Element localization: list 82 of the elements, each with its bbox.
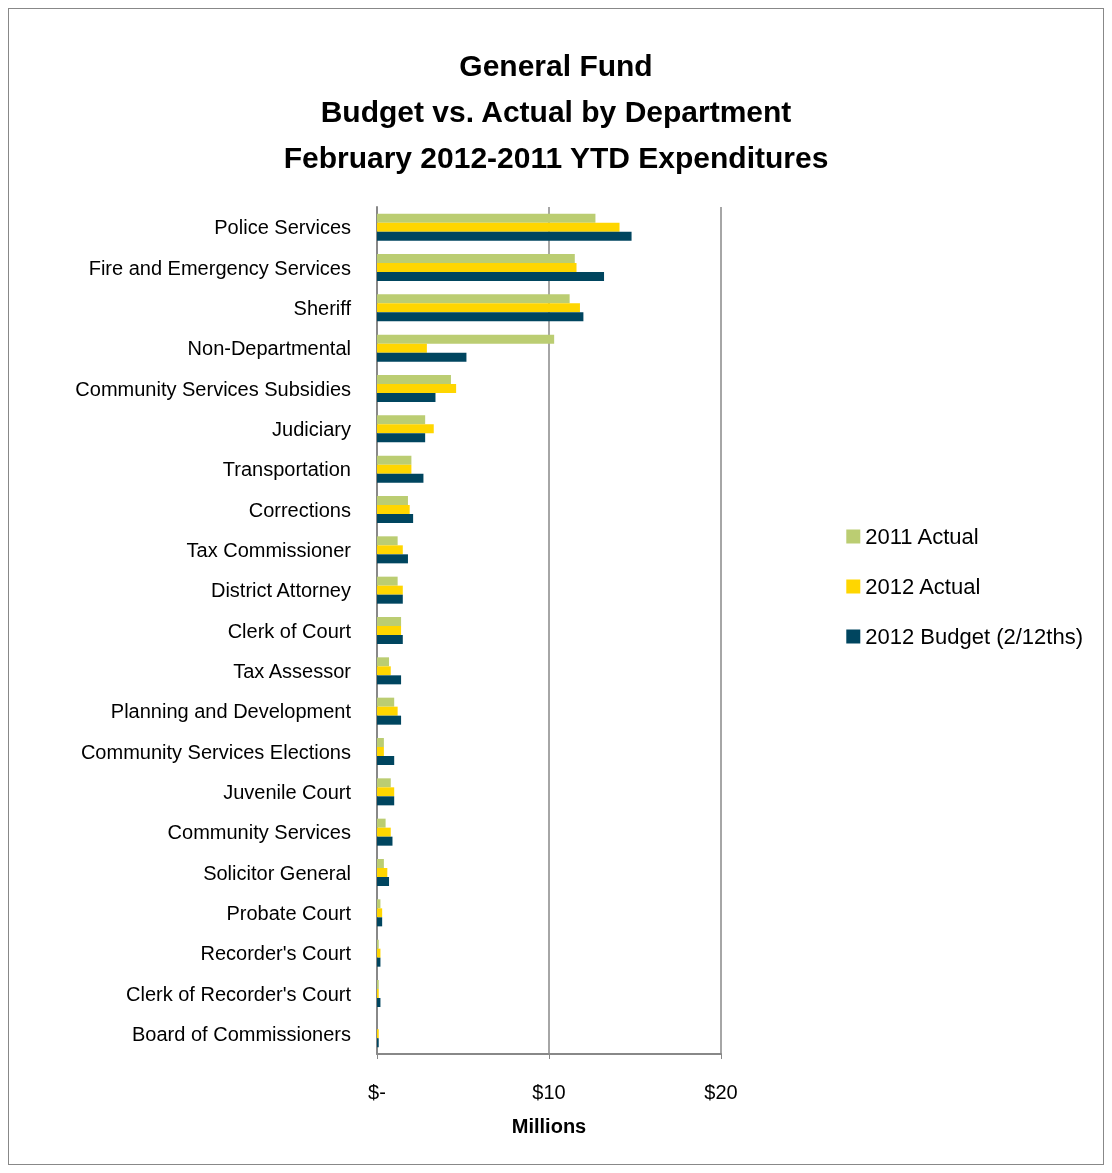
y-tick-label: Sheriff [293,296,352,319]
y-tick-label: Community Services Elections [80,740,351,763]
y-tick-label: Juvenile Court [223,780,352,803]
bar [377,877,390,887]
bar [377,594,403,604]
bar [377,222,620,232]
y-tick-label: Clerk of Court [227,619,352,642]
y-tick-label: Board of Commissioners [132,1022,351,1045]
bar [377,666,391,676]
y-tick-label: Police Services [214,216,351,239]
bar [377,536,398,546]
x-tick-label: $20 [704,1081,738,1103]
y-tick-label: Probate Court [226,901,352,924]
x-axis-title: Millions [511,1115,587,1137]
bar [377,272,605,282]
bar [377,384,457,393]
y-tick-label: Transportation [222,458,351,481]
bar [377,433,426,443]
y-tick-label: Judiciary [272,417,351,440]
bar [377,263,577,272]
bar [377,858,384,868]
bar [377,424,434,434]
legend-label: 2012 Actual [865,574,981,599]
bar [377,352,467,362]
bar [377,334,555,344]
y-tick-label: Planning and Development [110,700,352,723]
bar [377,253,575,263]
bar [377,706,398,716]
bar [377,747,384,756]
x-tick-label: $10 [532,1081,566,1103]
bar [377,294,570,304]
bar [377,495,408,505]
y-tick-label: Recorder's Court [200,942,352,965]
bar [377,576,398,586]
bar [377,818,386,828]
y-tick-label: Tax Commissioner [186,538,352,561]
y-tick-label: Community Services Subsidies [75,377,351,400]
y-tick-label: Community Services [167,821,351,844]
bar [377,635,403,645]
bar [377,464,412,474]
y-tick-label: Clerk of Recorder's Court [126,982,352,1005]
bar [377,908,383,918]
bar [377,505,410,514]
bar [377,343,427,353]
bar [377,231,632,241]
y-tick-label: Non-Departmental [187,337,351,360]
y-tick-label: District Attorney [210,579,351,602]
bar [377,737,384,747]
bar [377,213,596,223]
bar [377,917,383,927]
y-tick-label: Corrections [248,498,351,521]
y-tick-label: Solicitor General [203,861,351,884]
bar [377,473,424,483]
bar [377,675,402,685]
bar [377,514,414,524]
bar [377,868,388,877]
bar [377,616,402,626]
y-tick-label: Tax Assessor [233,659,352,682]
bar [377,585,403,595]
legend-label: 2011 Actual [865,524,979,549]
y-tick-label: Fire and Emergency Services [88,256,351,279]
bar [377,545,403,555]
bar [377,393,436,403]
bar [377,455,412,465]
bar [377,778,391,788]
bar [377,756,395,766]
bar [377,827,391,837]
chart-title: General Fund Budget vs. Actual by Department February 2012-2011 YTD Expenditures [283,48,829,174]
bar [377,554,408,564]
bar [377,715,402,725]
bar [377,626,402,635]
x-tick-label: $- [368,1081,386,1103]
bar [377,787,395,797]
bar [377,697,395,707]
legend-label: 2012 Budget (2/12ths) [865,624,1084,649]
bar [377,374,451,384]
bar [377,312,584,322]
bar [377,796,395,806]
bar [377,415,426,425]
bar [377,657,390,667]
bar [377,836,393,846]
bar [377,303,580,313]
